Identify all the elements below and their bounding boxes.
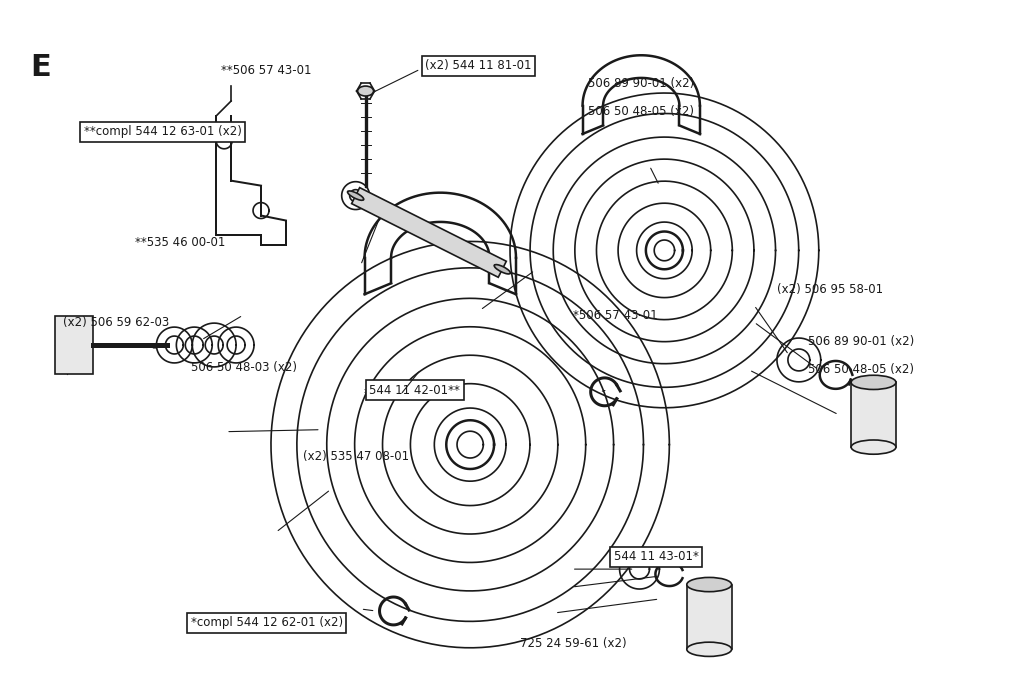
Text: *506 57 43-01: *506 57 43-01 bbox=[573, 309, 657, 322]
Text: *535 46 00-01: *535 46 00-01 bbox=[365, 387, 449, 400]
Text: E: E bbox=[30, 53, 50, 82]
Text: 544 11 43-01*: 544 11 43-01* bbox=[614, 550, 698, 563]
Text: **compl 544 12 63-01 (x2): **compl 544 12 63-01 (x2) bbox=[84, 125, 242, 139]
Ellipse shape bbox=[687, 642, 731, 657]
Ellipse shape bbox=[495, 265, 510, 274]
Text: 506 89 90-01 (x2): 506 89 90-01 (x2) bbox=[808, 335, 914, 348]
Text: 506 50 48-05 (x2): 506 50 48-05 (x2) bbox=[589, 105, 694, 118]
Ellipse shape bbox=[851, 375, 896, 390]
Text: (x2) 506 95 58-01: (x2) 506 95 58-01 bbox=[777, 283, 884, 296]
Text: **535 46 00-01: **535 46 00-01 bbox=[134, 236, 225, 250]
Polygon shape bbox=[351, 187, 506, 277]
Ellipse shape bbox=[851, 440, 896, 454]
Ellipse shape bbox=[687, 577, 731, 592]
Text: (x2) 535 47 08-01: (x2) 535 47 08-01 bbox=[303, 450, 409, 463]
Text: (x2) 506 59 62-03: (x2) 506 59 62-03 bbox=[63, 316, 170, 328]
Text: 544 11 42-01**: 544 11 42-01** bbox=[370, 383, 460, 397]
Bar bbox=[55, 316, 93, 374]
Text: **506 57 43-01: **506 57 43-01 bbox=[221, 64, 312, 77]
Text: (x2) 544 11 81-01: (x2) 544 11 81-01 bbox=[425, 59, 531, 72]
Text: 506 89 90-01 (x2): 506 89 90-01 (x2) bbox=[589, 77, 694, 90]
Text: *compl 544 12 62-01 (x2): *compl 544 12 62-01 (x2) bbox=[190, 616, 343, 629]
Text: 725 24 59-61 (x2): 725 24 59-61 (x2) bbox=[520, 637, 627, 650]
Text: 506 50 48-03 (x2): 506 50 48-03 (x2) bbox=[190, 362, 297, 374]
Ellipse shape bbox=[357, 86, 374, 96]
Ellipse shape bbox=[347, 191, 364, 200]
Bar bbox=[851, 383, 896, 447]
Text: 506 50 48-05 (x2): 506 50 48-05 (x2) bbox=[808, 363, 913, 376]
Bar bbox=[687, 585, 731, 650]
